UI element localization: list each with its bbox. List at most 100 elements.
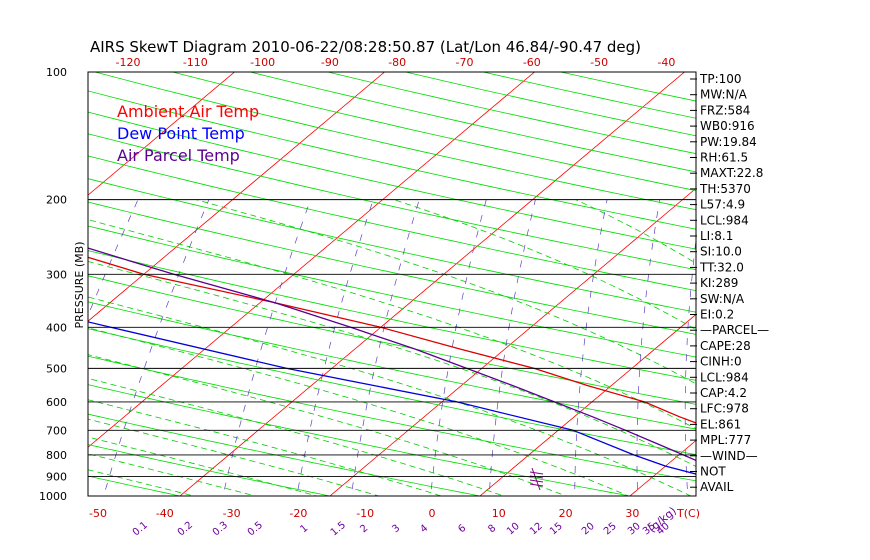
moist-adiabat-line [88,296,692,496]
stats-panel-item: SW:N/A [700,292,745,306]
barb-staff [531,467,541,491]
y-axis-label: PRESSURE (MB) [73,242,86,329]
stats-panel-item: LCL:984 [700,370,749,384]
stats-panel-item: MAXT:22.8 [700,166,763,180]
stats-panel-item: AVAIL [700,480,734,494]
top-temp-tick-label: -120 [116,56,141,69]
stats-panel-item: RH:61.5 [700,151,748,165]
barb-feather [529,479,544,483]
dry-adiabat-line [88,275,696,405]
stats-panel-item: CAP:4.2 [700,386,747,400]
isotherm-line [88,72,236,196]
dry-adiabat-line [88,444,332,496]
dry-adiabat-line [88,133,696,271]
stats-panel-item: MPL:777 [700,433,751,447]
isotherm-line [329,187,696,496]
dry-adiabat-line [88,328,696,456]
mixing-ratio-line [103,199,210,496]
stats-panel-item: EI:0.2 [700,308,734,322]
stats-panel-item: LFC:978 [700,402,749,416]
bottom-temp-tick-label: 20 [559,507,573,520]
isotherm-line [479,313,696,496]
stats-panel-item: WB0:916 [700,119,755,133]
bottom-axis-unit: T(C) [676,507,700,520]
moist-adiabat-line [88,436,319,496]
dry-adiabat-line [88,178,696,313]
top-temp-tick-label: -80 [388,56,406,69]
moist-adiabat-line [88,399,443,496]
top-temp-tick-label: -90 [321,56,339,69]
dry-adiabat-line [88,225,696,358]
bottom-temp-tick-label: -40 [156,507,174,520]
mixing-ratio-label: 1 [298,523,310,536]
bottom-temp-tick-label: -10 [356,507,374,520]
pressure-tick-label: 400 [46,321,67,334]
stats-panel-item: CINH:0 [700,355,742,369]
isotherm-line [88,72,386,322]
stats-panel-item: TH:5370 [699,182,751,196]
pressure-tick-label: 800 [46,449,67,462]
plot-frame [87,71,697,497]
moist-adiabat-line [88,377,505,496]
stats-panel-item: EL:861 [700,417,741,431]
stats-panel-item: —PARCEL— [700,323,769,337]
moist-adiabat-line [88,219,696,430]
pressure-tick-label: 100 [46,66,67,79]
dry-adiabat-line [88,111,696,250]
stats-panel-item: PW:19.84 [700,135,757,149]
mixing-ratio-label: 4 [418,523,430,536]
ambient-air-temp-line [88,256,696,424]
legend-air-parcel-temp: Air Parcel Temp [117,146,240,165]
pressure-tick-label: 900 [46,471,67,484]
stats-panel-item: CAPE:28 [700,339,751,353]
dew-point-temp-line [88,321,696,475]
chart-title: AIRS SkewT Diagram 2010-06-22/08:28:50.8… [90,38,641,56]
wind-barb [529,467,544,491]
moist-adiabat-line [393,199,696,331]
top-temp-tick-label: -40 [657,56,675,69]
mixing-ratio-line [488,199,536,496]
stats-panel-item: NOT [700,465,726,479]
top-temp-tick-label: -100 [250,56,275,69]
moist-adiabat-line [195,199,696,385]
pressure-tick-label: 1000 [39,490,67,503]
dry-adiabat-line [88,301,696,430]
stats-panel-item: KI:289 [700,276,738,290]
barb-feather [529,471,544,475]
mixing-ratio-label: 8 [486,523,498,536]
mixing-ratio-line [430,199,487,496]
legend-ambient-air-temp: Ambient Air Temp [117,102,259,121]
legend-dew-point-temp: Dew Point Temp [117,124,245,143]
dry-adiabat-line [88,355,696,482]
chart-legend: Ambient Air Temp Dew Point Temp Air Parc… [117,102,259,165]
mixing-ratio-label: 6 [456,523,468,536]
pressure-tick-label: 600 [46,396,67,409]
pressure-tick-label: 500 [46,362,67,375]
bottom-temp-tick-label: -20 [289,507,307,520]
mixing-ratio-line [222,199,311,496]
pressure-tick-label: 200 [46,194,67,207]
dry-adiabat-line [88,201,696,335]
stats-panel-item: FRZ:584 [700,103,750,117]
mixing-ratio-label: 2 [358,523,370,536]
isotherm-line [179,72,686,496]
dry-adiabat-line [88,384,633,496]
top-temp-tick-label: -110 [183,56,208,69]
stats-panel-item: TT:32.0 [699,260,744,274]
stats-panel-item: —WIND— [700,449,758,463]
pressure-tick-label: 700 [46,424,67,437]
stats-panel-item: LCL:984 [700,213,749,227]
stats-panel-item: L57:4.9 [700,198,745,212]
top-temp-tick-label: -60 [523,56,541,69]
barb-feather [529,483,544,487]
bottom-temp-tick-label: -30 [223,507,241,520]
bottom-temp-tick-label: 30 [625,507,639,520]
top-temp-tick-label: -50 [590,56,608,69]
moist-adiabat-line [88,260,696,467]
stats-panel-item: SI:10.0 [700,245,742,259]
mixing-ratio-label: 3 [390,523,402,536]
bottom-temp-tick-label: 10 [492,507,506,520]
top-temp-tick-label: -70 [456,56,474,69]
dry-adiabat-line [88,155,696,292]
